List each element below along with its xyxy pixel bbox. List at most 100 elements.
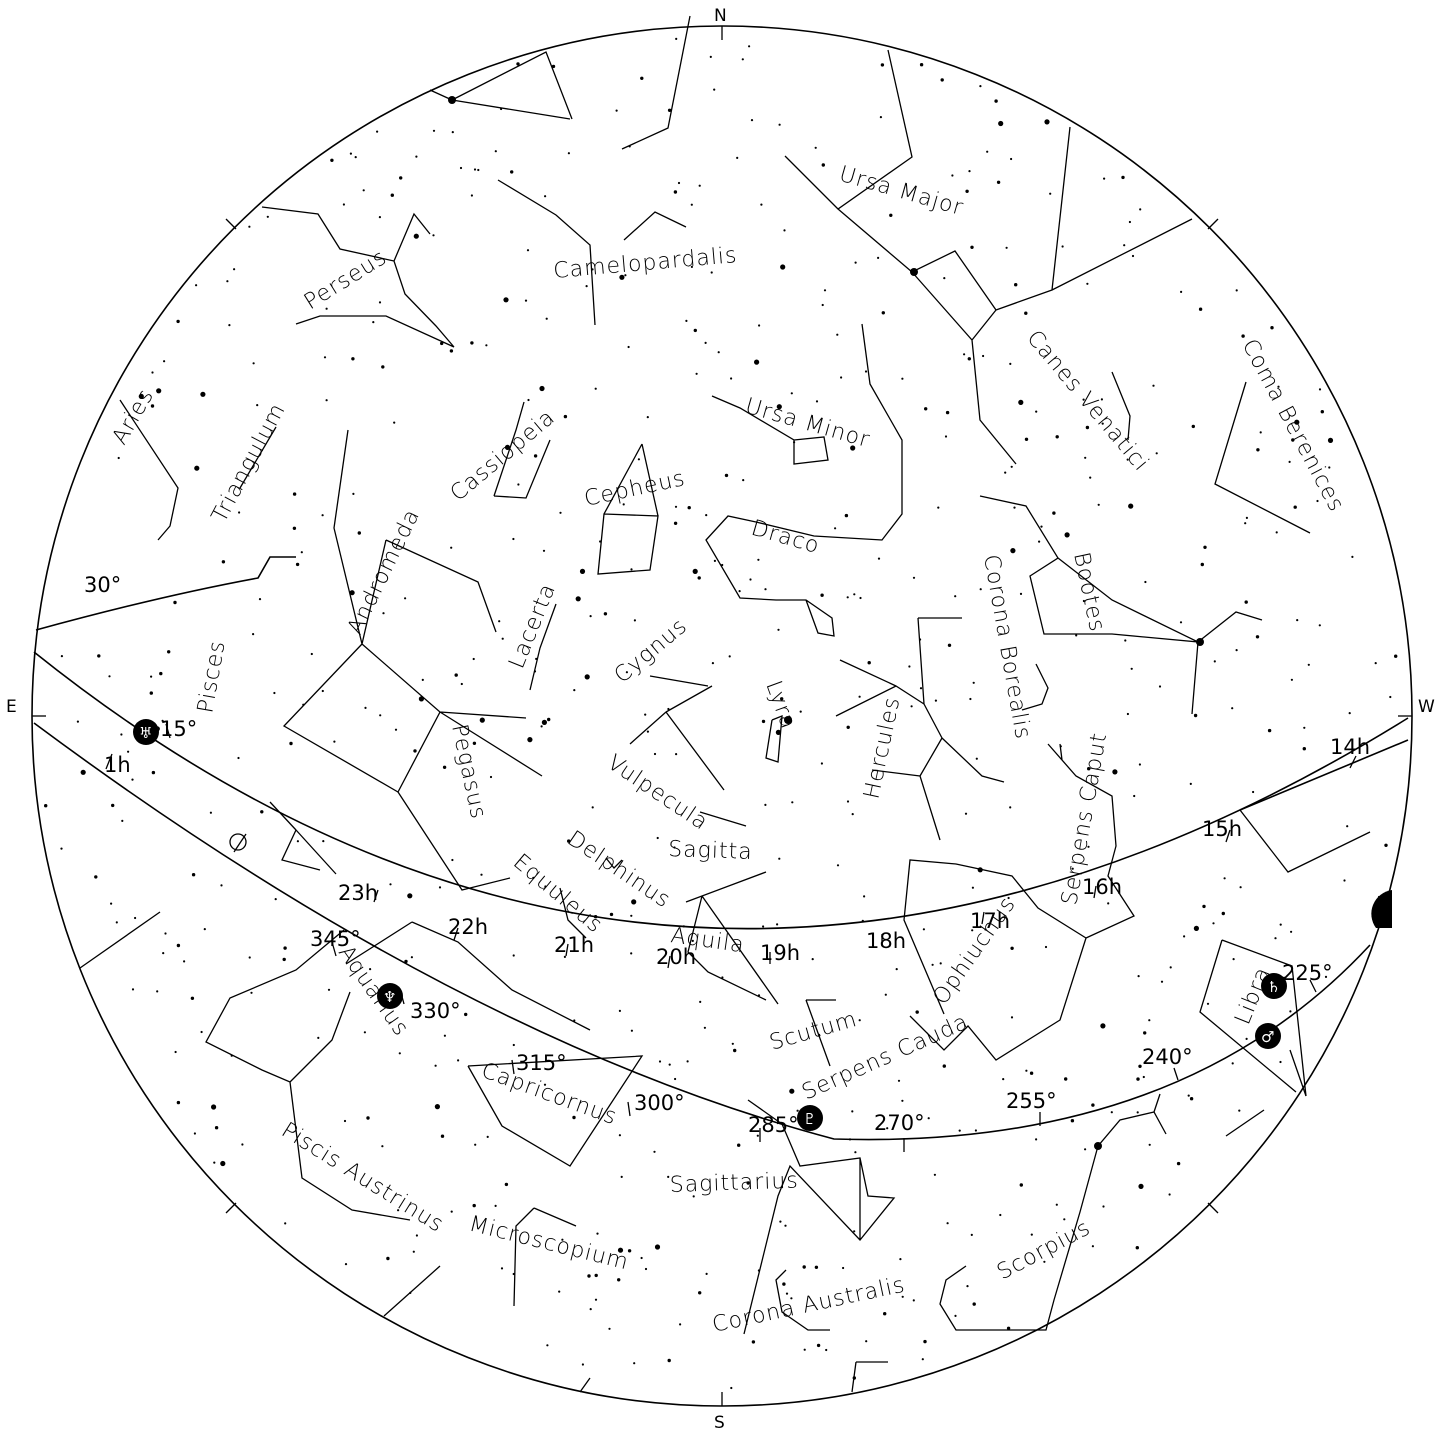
star-dot [1158,685,1162,688]
star-dot [746,1181,750,1185]
star-dot [1241,334,1245,338]
star-dot [1152,384,1155,387]
star-dot [969,697,972,701]
star-dot [575,596,581,602]
star-dot [673,846,676,849]
star-dot [686,1060,689,1063]
star-dot [1135,1246,1140,1250]
star-dot [472,1203,476,1208]
star-dot [1160,980,1164,983]
star-dot [292,526,297,530]
star-dot [1133,794,1136,798]
star-dot [790,392,793,395]
star-dot [274,898,277,901]
hour-label-21h: 21h [554,933,594,957]
star-dot [127,750,130,753]
star-dot [848,1138,852,1141]
planet-uranus[interactable]: ♅ [133,719,159,745]
star-dot [644,713,647,716]
star-dot [209,811,212,814]
star-dot [943,277,946,280]
planet-mars[interactable]: ♂ [1255,1023,1281,1049]
star-dot [721,976,724,979]
star-dot [214,1126,219,1130]
star-dot [640,76,644,81]
star-dot [190,996,195,1000]
star-dot [250,991,253,994]
hour-label-22h: 22h [448,915,488,939]
star-dot [1010,946,1014,950]
star-dot [121,819,124,823]
star-dot [342,203,345,206]
star-dot [972,681,975,684]
star-dot [1059,745,1062,748]
star-dot [474,1143,477,1146]
star-dot [527,737,533,743]
star-dot [674,1077,677,1081]
star-dot [546,1344,549,1347]
star-dot [1019,1183,1023,1187]
star-dot [451,858,454,862]
equator-tick-marks [105,753,1357,969]
planet-moon[interactable]: ☽ [0,0,1392,928]
star-dot [410,956,413,959]
star-dot [584,674,590,680]
star-dot [654,1244,661,1250]
star-dot [776,923,779,926]
star-dot [1189,1097,1194,1101]
star-dot [211,1104,217,1110]
star-dot [1005,246,1008,249]
star-dot [1296,619,1299,622]
star-dot [1213,660,1216,663]
star-dot [110,902,113,905]
star-dot [489,775,493,779]
star-dot [260,810,264,814]
star-dot [967,357,971,361]
star-dot [1007,896,1010,900]
star-dot [653,1150,656,1153]
star-dot [378,301,382,304]
star-dot [784,1224,787,1227]
star-dot [164,932,167,935]
star-dot [710,271,713,274]
declination-30 [35,556,296,631]
star-dot [1136,1111,1139,1114]
star-dot [343,1119,347,1123]
star-dot [692,568,698,575]
star-dot [1064,1077,1068,1081]
star-dot [622,503,625,506]
star-dot [964,812,968,815]
star-dot [994,99,998,103]
star-dot [1239,886,1242,889]
star-dot [1193,925,1199,932]
star-dot [880,63,885,67]
star-dot [919,638,922,641]
star-dot [1183,935,1186,938]
star-dot [644,1267,648,1271]
star-dot [901,1099,904,1102]
star-dot [413,749,417,753]
label-triangulum: Triangulum [207,399,291,527]
planet-neptune[interactable]: ♆ [377,983,403,1009]
bright-star [1094,1142,1102,1150]
star-dot [1206,1002,1210,1005]
planet-saturn[interactable]: ♄ [1261,973,1287,999]
star-dot [758,324,761,327]
planet-pluto[interactable]: ♇ [797,1105,823,1131]
star-dot [579,568,586,575]
star-dot [1328,466,1331,469]
star-dot [927,1117,930,1120]
horizon-ticks [32,26,1412,1406]
star-dot [1189,782,1192,786]
label-pisces: Pisces [193,638,230,715]
star-dot [713,88,716,91]
equator-hour-labels: 1h 23h 22h 21h 20h 19h 18h 17h 16h 15h 1… [104,735,1370,969]
star-dot [131,778,134,781]
label-coma-berenices: Coma Berenices [1237,335,1349,516]
star-dot [1176,1161,1181,1166]
star-dot [811,958,814,961]
hour-label-17h: 17h [970,909,1010,933]
star-dot [195,284,198,287]
star-dot [1252,790,1255,794]
star-dot [690,265,694,268]
